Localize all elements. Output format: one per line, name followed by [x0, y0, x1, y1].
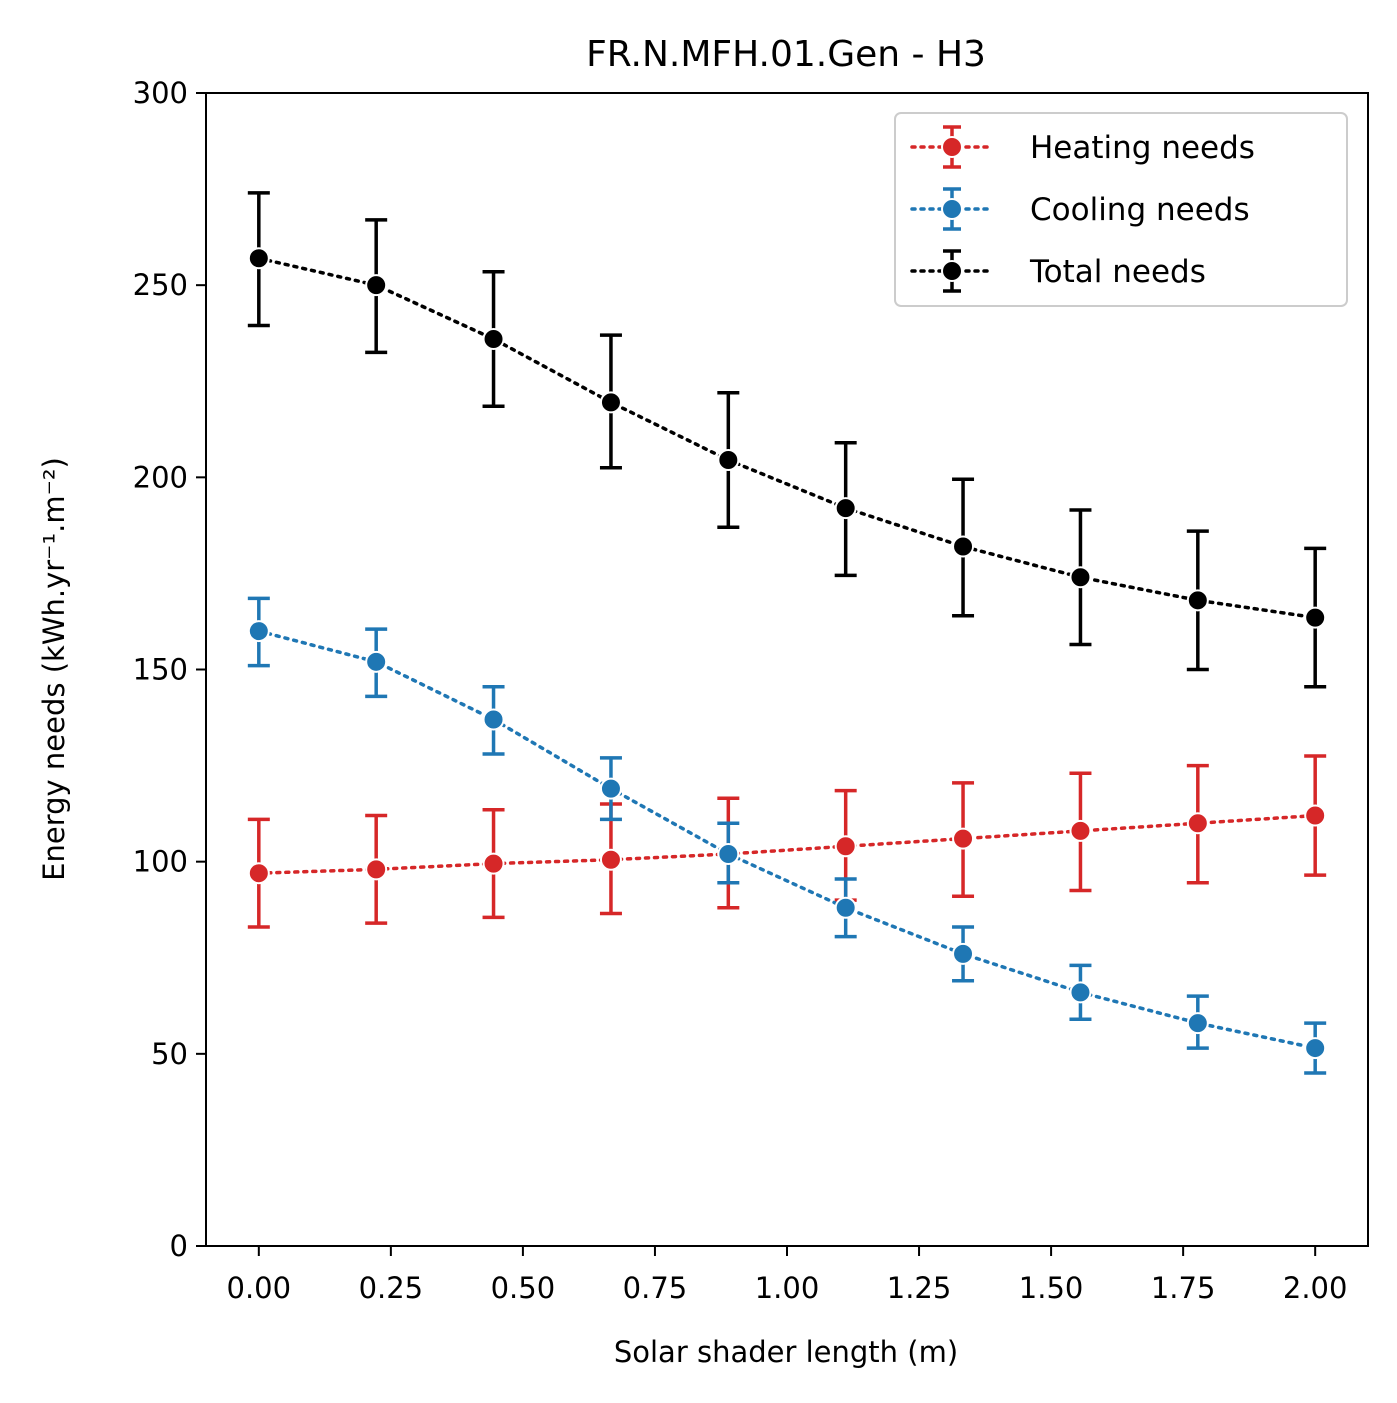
series-layer	[247, 191, 1327, 1075]
y-tick-label: 200	[133, 460, 188, 494]
legend-entry: Heating needs	[910, 125, 1255, 169]
data-point	[717, 449, 740, 472]
data-point	[1069, 819, 1092, 842]
data-point	[599, 391, 622, 414]
data-point	[365, 650, 388, 673]
plot-frame	[205, 92, 1369, 1247]
data-point	[599, 848, 622, 871]
chart-title: FR.N.MFH.01.Gen - H3	[586, 34, 986, 75]
legend-label: Heating needs	[1030, 130, 1255, 166]
legend-marker	[941, 260, 963, 282]
y-tick-label: 150	[133, 653, 188, 687]
data-point	[247, 620, 270, 643]
y-axis-ticks: 0 50 100 150 200 250 300	[133, 76, 206, 1263]
series-2	[247, 191, 1327, 689]
x-tick-label: 0.75	[623, 1271, 688, 1305]
data-point	[1186, 589, 1209, 612]
x-tick-label: 0.00	[227, 1271, 292, 1305]
x-tick-label: 1.50	[1019, 1271, 1084, 1305]
data-point	[1304, 804, 1327, 827]
y-tick-label: 0	[170, 1229, 188, 1263]
legend-marker	[941, 136, 963, 158]
series-1	[247, 596, 1327, 1075]
y-axis-label: Energy needs (kWh.yr⁻¹.m⁻²)	[37, 457, 71, 881]
data-point	[1069, 981, 1092, 1004]
data-point	[952, 535, 975, 558]
x-tick-label: 2.00	[1283, 1271, 1348, 1305]
x-tick-label: 1.75	[1151, 1271, 1216, 1305]
data-point	[482, 708, 505, 731]
data-point	[834, 896, 857, 919]
x-tick-label: 1.25	[887, 1271, 952, 1305]
x-axis-label: Solar shader length (m)	[614, 1335, 958, 1369]
y-tick-label: 50	[151, 1037, 188, 1071]
data-point	[365, 274, 388, 297]
legend-entry: Cooling needs	[910, 187, 1250, 231]
x-tick-label: 0.25	[359, 1271, 424, 1305]
data-point	[247, 862, 270, 885]
x-tick-label: 0.50	[491, 1271, 556, 1305]
data-point	[1069, 566, 1092, 589]
legend-box	[894, 112, 1348, 307]
data-point	[717, 842, 740, 865]
data-point	[834, 835, 857, 858]
series-line	[257, 813, 1317, 875]
series-0	[247, 754, 1327, 929]
series-line	[257, 256, 1317, 620]
legend: Heating needs Cooling needs Total needs	[894, 112, 1348, 307]
data-point	[1186, 1012, 1209, 1035]
y-tick-label: 100	[133, 845, 188, 879]
data-point	[1304, 606, 1327, 629]
data-point	[1186, 812, 1209, 835]
x-tick-label: 1.00	[755, 1271, 820, 1305]
legend-label: Cooling needs	[1030, 192, 1250, 228]
x-axis-ticks: 0.00 0.25 0.50 0.75 1.00 1.25 1.50 1.75 2.00	[227, 1246, 1348, 1305]
data-point	[1304, 1037, 1327, 1060]
data-point	[482, 852, 505, 875]
y-tick-label: 250	[133, 268, 188, 302]
data-point	[482, 327, 505, 350]
data-point	[834, 497, 857, 520]
data-point	[365, 858, 388, 881]
data-point	[247, 247, 270, 270]
y-tick-label: 300	[133, 76, 188, 110]
legend-entry: Total needs	[910, 249, 1206, 293]
data-point	[599, 777, 622, 800]
series-line	[257, 629, 1317, 1050]
legend-marker	[941, 198, 963, 220]
legend-label: Total needs	[1029, 254, 1206, 290]
data-point	[952, 827, 975, 850]
data-point	[952, 942, 975, 965]
